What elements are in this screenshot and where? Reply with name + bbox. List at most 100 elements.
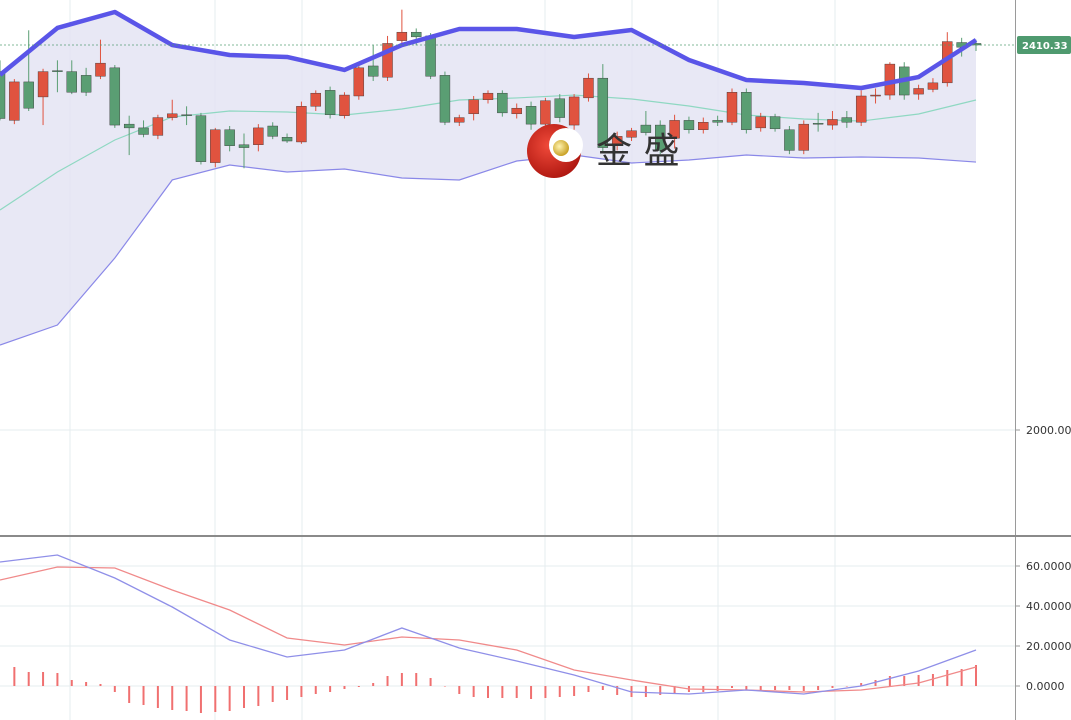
candle-body xyxy=(669,120,680,139)
macd-bar xyxy=(903,676,906,686)
candle-body xyxy=(913,88,924,95)
macd-bar xyxy=(400,673,403,686)
macd-bar xyxy=(960,669,963,686)
macd-bar xyxy=(501,686,504,698)
macd-bar xyxy=(644,686,647,697)
macd-bar xyxy=(558,686,561,697)
candle-body xyxy=(554,98,565,118)
macd-bar xyxy=(228,686,231,711)
candle-body xyxy=(238,144,250,148)
candle-body xyxy=(396,31,408,41)
candle-body xyxy=(37,71,49,98)
macd-bar xyxy=(185,686,188,711)
candle-body xyxy=(167,113,178,118)
candle-body xyxy=(626,130,637,138)
candle-body xyxy=(525,106,537,125)
candle-body xyxy=(195,115,207,162)
candle-body xyxy=(741,92,752,130)
candle-body xyxy=(784,129,795,151)
macd-bar xyxy=(85,682,88,686)
axes: 2000.00 2410.33 60.0000 40.0000 20.0000 0.000… xyxy=(1015,36,1071,693)
macd-bar xyxy=(329,686,332,692)
macd-bar xyxy=(874,680,877,686)
macd-bar xyxy=(601,686,604,690)
candle-body xyxy=(181,114,192,116)
macd-bar xyxy=(673,686,676,693)
candle-body xyxy=(267,125,278,137)
macd-bar xyxy=(458,686,461,694)
macd-bar xyxy=(946,670,949,686)
candle-body xyxy=(52,70,63,72)
candle-body xyxy=(611,136,623,145)
watermark-text: 金 盛 xyxy=(596,131,679,172)
candle-body xyxy=(726,92,738,123)
macd-bar xyxy=(415,673,418,686)
macd-bar xyxy=(13,667,16,686)
macd-bar xyxy=(386,676,389,686)
macd-bar xyxy=(128,686,131,703)
candle-body xyxy=(324,90,336,115)
candle-body xyxy=(468,99,479,115)
candle-body xyxy=(755,116,766,129)
macd-bar xyxy=(573,686,576,696)
candle-body xyxy=(812,122,824,125)
macd-bar xyxy=(199,686,202,713)
y-tick-label: 0.0000 xyxy=(1026,680,1065,693)
candle-body xyxy=(253,127,264,145)
candle-body xyxy=(698,122,709,130)
candle-body xyxy=(23,81,34,109)
y-tick-label: 2000.00 xyxy=(1026,424,1071,437)
macd-bar xyxy=(286,686,289,700)
candle-body xyxy=(152,117,164,136)
macd-bar xyxy=(42,672,45,686)
candle-body xyxy=(597,77,609,148)
macd-bar xyxy=(774,686,777,690)
macd-bar xyxy=(300,686,303,697)
candle-body xyxy=(712,120,723,123)
macd-bar xyxy=(515,686,518,698)
macd-bar xyxy=(113,686,116,692)
candle-body xyxy=(827,119,838,126)
macd-bar xyxy=(817,686,820,690)
dif-line xyxy=(0,554,977,695)
macd-pane xyxy=(0,554,1015,713)
candle-body xyxy=(841,117,853,123)
candle-body xyxy=(382,43,393,78)
macd-bar xyxy=(659,686,662,695)
macd-bar xyxy=(716,686,719,691)
candle-body xyxy=(870,94,881,97)
macd-bar xyxy=(917,675,920,686)
candle-body xyxy=(798,123,809,151)
macd-bar xyxy=(271,686,274,702)
macd-bar xyxy=(99,684,102,686)
y-tick-label: 40.0000 xyxy=(1026,600,1071,613)
candle-body xyxy=(310,92,321,107)
macd-bar xyxy=(587,686,590,692)
macd-bar xyxy=(616,686,619,695)
macd-bar xyxy=(142,686,145,705)
candle-body xyxy=(296,106,307,143)
macd-bar xyxy=(860,683,863,686)
macd-bar xyxy=(343,686,346,689)
macd-bar xyxy=(745,686,748,690)
candle-body xyxy=(583,77,594,99)
macd-bar xyxy=(487,686,489,698)
candle-body xyxy=(411,31,422,38)
watermark: 金 盛 xyxy=(527,124,679,178)
candle-body xyxy=(454,117,465,123)
candle-body xyxy=(66,71,77,93)
macd-bar xyxy=(731,686,733,688)
candle-body xyxy=(655,124,666,151)
candle-body xyxy=(339,94,350,116)
candle-body xyxy=(568,96,580,126)
band-fill xyxy=(0,12,976,346)
macd-bar xyxy=(70,680,73,686)
candle-body xyxy=(95,62,106,77)
candle-body xyxy=(425,35,436,77)
macd-bar xyxy=(314,686,317,694)
candle-body xyxy=(927,82,939,90)
macd-bar xyxy=(975,665,977,686)
logo-coin xyxy=(553,140,569,156)
candle-body xyxy=(9,81,20,121)
